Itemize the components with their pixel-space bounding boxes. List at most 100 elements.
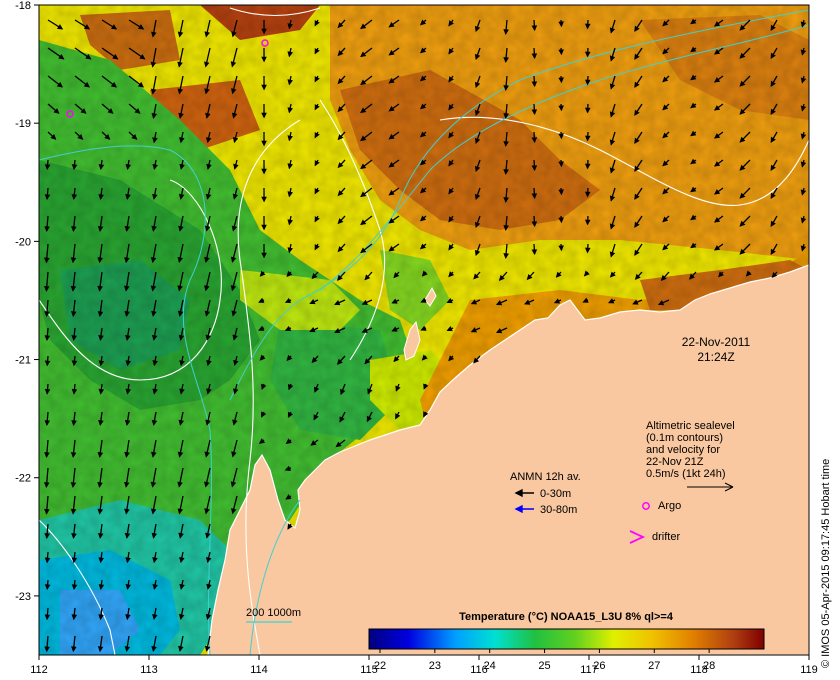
velocity-arrowhead [205,334,212,341]
velocity-arrowhead [337,50,344,57]
velocity-arrowhead [97,285,103,292]
argo-legend-label: Argo [658,500,681,512]
velocity-arrowhead [112,53,119,60]
lat-tick-label: -21 [15,355,31,367]
velocity-arrowhead [713,217,721,223]
velocity-arrowhead [177,508,184,515]
velocity-arrowhead [662,216,669,223]
velocity-arrowhead [558,245,564,252]
velocity-arrowhead [657,300,665,306]
velocity-arrowhead [83,24,91,30]
velocity-arrowhead [474,193,481,201]
velocity-arrowhead [337,162,344,169]
velocity-arrowhead [231,508,237,515]
velocity-arrowhead [446,326,453,332]
velocity-arrowhead [337,134,344,141]
velocity-arrowhead [178,112,184,119]
velocity-arrowhead [531,81,538,88]
velocity-arrowhead [232,388,239,395]
velocity-arrowhead [360,79,367,86]
velocity-arrowhead [690,242,697,249]
velocity-arrowhead [495,300,503,306]
velocity-arrowhead [204,310,211,317]
velocity-arrowhead [98,388,105,395]
velocity-arrowhead [419,47,427,54]
velocity-arrowhead [151,112,158,119]
velocity-arrowhead [261,411,267,418]
velocity-arrowhead [179,583,185,590]
velocity-arrowhead [204,88,210,95]
velocity-arrowhead [309,327,316,333]
velocity-arrowhead [713,133,721,139]
velocity-arrowhead [137,24,145,30]
velocity-arrowhead [423,411,429,418]
velocity-arrowhead [421,270,428,277]
velocity-arrowhead [97,508,104,515]
velocity-arrowhead [770,108,776,116]
velocity-arrowhead [713,105,721,111]
velocity-arrowhead [261,28,267,35]
velocity-arrowhead [231,225,238,232]
velocity-arrowhead [314,160,320,167]
velocity-arrowhead [85,53,92,60]
velocity-arrowhead [800,105,807,112]
velocity-arrowhead [230,481,237,488]
velocity-arrowhead [124,257,130,264]
velocity-arrowhead [177,310,184,317]
velocity-arrowhead [531,249,538,256]
velocity-arrowhead [337,106,344,113]
velocity-arrowhead [124,532,131,539]
velocity-arrowhead [361,299,368,305]
velocity-arrowhead [360,51,367,58]
argo-float-marker [66,110,74,118]
lat-tick-label: -22 [15,473,31,485]
velocity-arrowhead [98,164,105,171]
velocity-arrowhead [503,29,509,35]
velocity-arrowhead [151,31,157,38]
velocity-arrowhead [123,481,130,488]
velocity-arrowhead [713,245,721,251]
velocity-arrowhead [360,247,367,254]
velocity-arrowhead [690,186,697,193]
map-frame [38,4,810,656]
velocity-arrowhead [124,225,131,232]
velocity-arrowhead [609,195,616,202]
velocity-arrowhead [609,83,616,90]
velocity-arrowhead [70,452,77,458]
velocity-arrowhead [152,388,158,395]
velocity-arrowhead [531,109,538,116]
isobath-contours [39,9,809,655]
velocity-arrowhead [77,133,84,140]
colorbar-title: Temperature (°C) NOAA15_L3U 8% ql>=4 [459,611,674,623]
anmn-arrow-icon [514,504,534,514]
velocity-arrowhead [771,271,778,279]
velocity-arrowhead [150,257,157,264]
velocity-arrowhead [151,334,158,341]
velocity-arrowhead [800,161,807,168]
velocity-arrowhead [178,645,184,652]
velocity-arrowhead [531,165,538,172]
velocity-arrowhead [206,163,212,170]
velocity-arrowhead [690,46,697,53]
velocity-arrowhead [98,194,104,201]
velocity-arrowhead [337,190,344,197]
velocity-arrowhead [421,354,428,361]
velocity-arrowhead [446,298,453,304]
velocity-arrowhead [609,223,616,230]
velocity-arrowhead [558,217,564,224]
velocity-arrowhead [98,584,105,591]
velocity-arrowhead [739,108,746,115]
velocity-arrowhead [150,508,157,515]
velocity-arrowhead [360,135,367,142]
velocity-arrowhead [423,383,429,390]
velocity-arrowhead [261,168,267,175]
velocity-arrowhead [311,273,318,280]
velocity-arrowhead [448,160,454,167]
velocity-arrowhead [204,645,211,652]
velocity-arrowhead [204,31,210,38]
velocity-arrowhead [232,334,238,341]
velocity-arrowhead [609,167,616,174]
velocity-arrowhead [713,189,721,195]
velocity-arrowhead [259,354,266,361]
velocity-arrowhead [125,164,132,171]
